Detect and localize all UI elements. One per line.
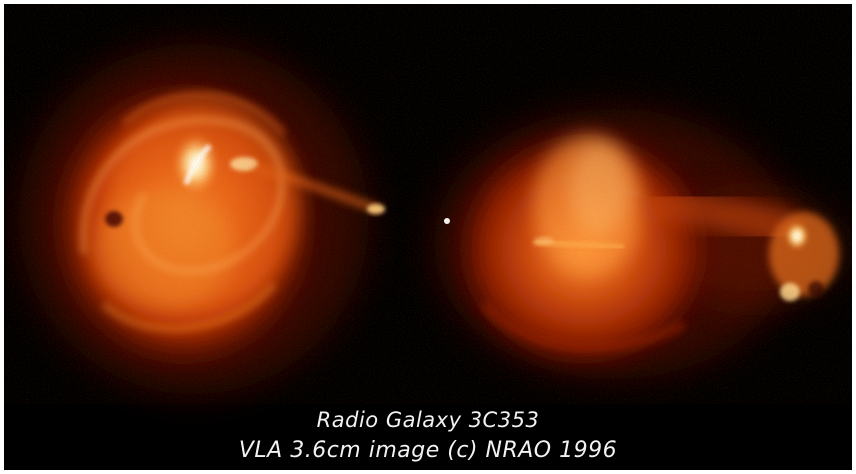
radio-galaxy-image xyxy=(4,4,852,470)
image-frame: Radio Galaxy 3C353 VLA 3.6cm image (c) N… xyxy=(4,4,852,470)
caption-credit: VLA 3.6cm image (c) NRAO 1996 xyxy=(4,438,852,463)
caption-title: Radio Galaxy 3C353 xyxy=(4,408,852,432)
